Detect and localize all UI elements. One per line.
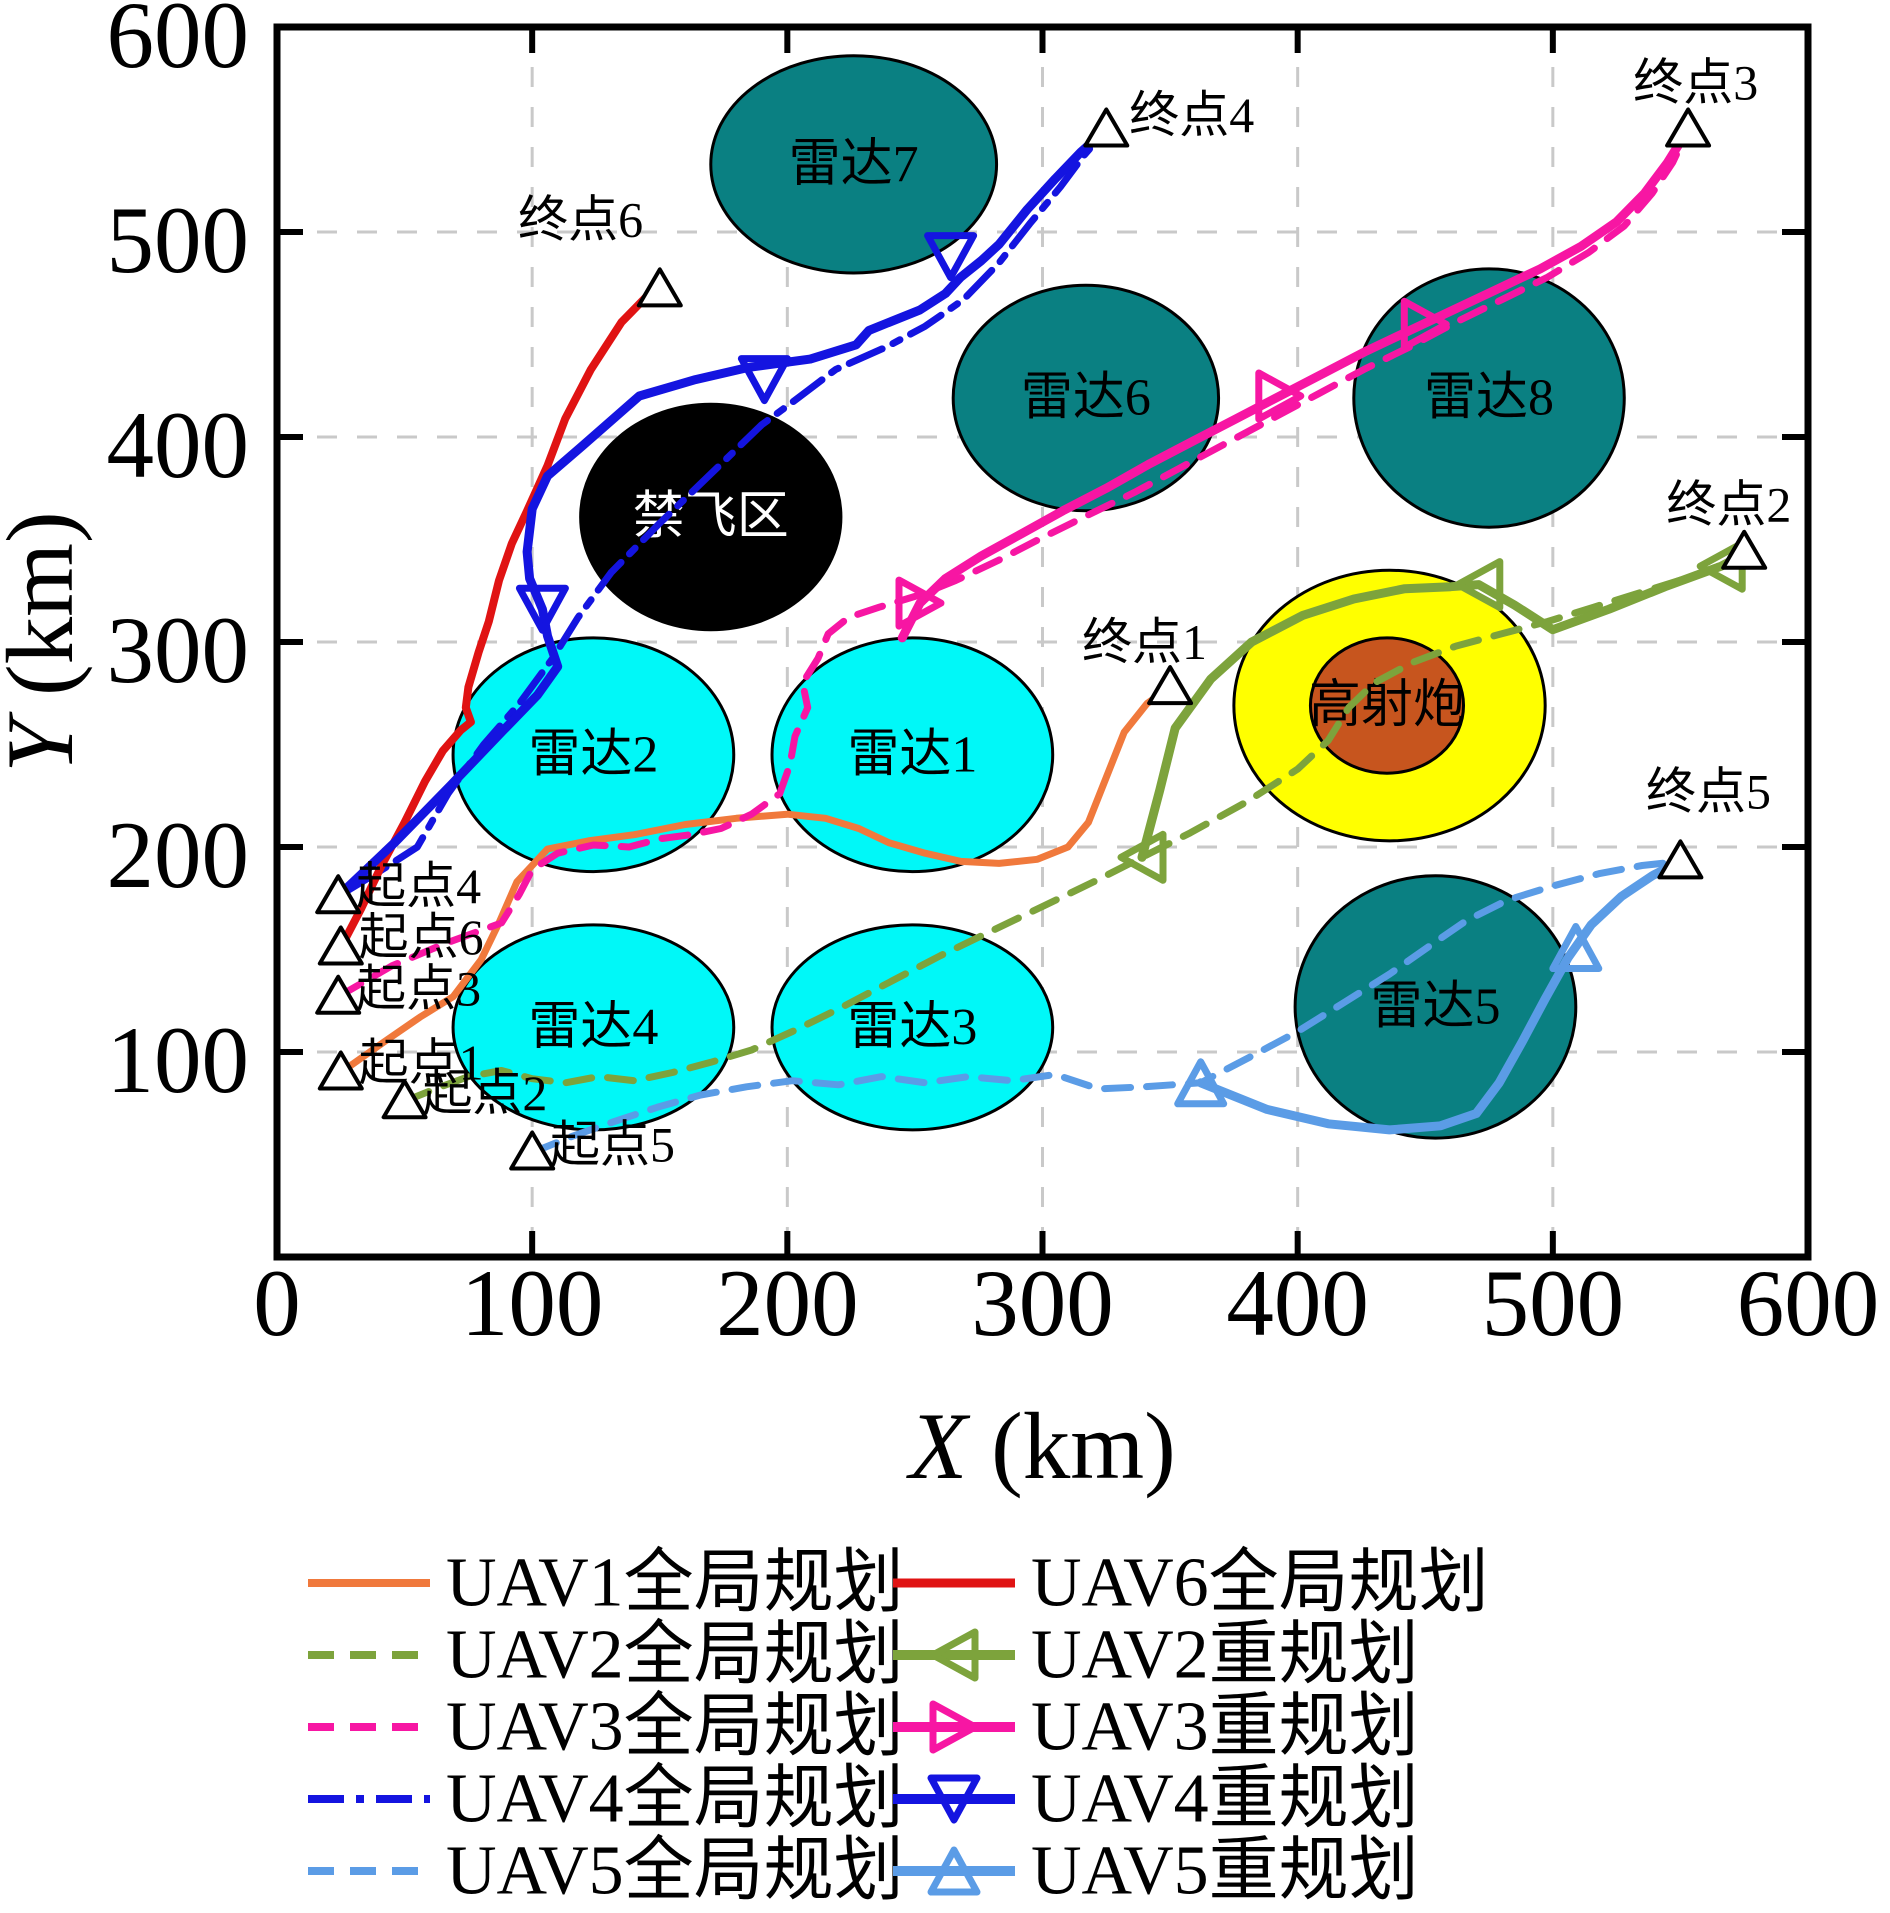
y-tick-label: 600 — [107, 0, 250, 88]
end5-marker — [1657, 839, 1704, 880]
uav4r-marker — [924, 232, 978, 282]
radar2-label: 雷达2 — [528, 726, 658, 783]
uav4r-marker — [515, 584, 569, 634]
end5-label: 终点5 — [1646, 764, 1771, 820]
end2-label: 终点2 — [1666, 477, 1791, 533]
start6-marker — [317, 925, 364, 966]
uav5r-marker — [1549, 923, 1603, 972]
uav4r-path — [333, 125, 1111, 901]
x-tick-label: 300 — [971, 1250, 1114, 1356]
start5-label: 起点5 — [550, 1116, 675, 1172]
end2-marker — [1721, 529, 1768, 570]
legend-label-uav3g: UAV3全局规划 — [446, 1689, 904, 1766]
aaa-core-zone — [1308, 636, 1466, 775]
y-tick-label: 200 — [107, 802, 250, 908]
uav2r-marker — [1454, 558, 1504, 612]
legend-label-uav4g: UAV4全局规划 — [446, 1761, 904, 1838]
y-tick-label: 100 — [107, 1007, 250, 1113]
legend-label-uav5r: UAV5重规划 — [1031, 1833, 1419, 1910]
uav3r-path — [897, 125, 1693, 643]
start3-label: 起点3 — [356, 960, 481, 1016]
uav3r-marker — [1255, 369, 1305, 423]
legend-marker-uav2r — [929, 1628, 979, 1682]
uav4r-marker — [737, 355, 791, 405]
start4-marker — [315, 874, 362, 915]
x-tick-label: 200 — [716, 1250, 859, 1356]
legend-label-uav2g: UAV2全局规划 — [446, 1617, 904, 1694]
legend-label-uav1g: UAV1全局规划 — [446, 1545, 904, 1622]
x-tick-label: 100 — [461, 1250, 604, 1356]
x-tick-label: 0 — [253, 1250, 301, 1356]
uav6-path — [336, 289, 654, 952]
radar6-zone — [951, 283, 1221, 513]
radar8-zone — [1352, 267, 1626, 529]
radar4-label: 雷达4 — [528, 999, 658, 1056]
legend: UAV1全局规划UAV2全局规划UAV3全局规划UAV4全局规划UAV5全局规划… — [308, 1545, 1489, 1910]
uav5r-marker — [1174, 1058, 1228, 1108]
start1-marker — [317, 1050, 364, 1091]
x-tick-label: 400 — [1226, 1250, 1369, 1356]
radar3-label: 雷达3 — [847, 999, 977, 1056]
start4-label: 起点4 — [356, 858, 481, 914]
uav3g-path — [334, 126, 1692, 1001]
radar1-zone — [770, 636, 1055, 874]
axes: 0 100 200 300 400 500 600 100 200 300 400 500 600 X (… — [0, 0, 1879, 1499]
radar7-label: 雷达7 — [789, 136, 919, 193]
uav3r-marker — [895, 576, 945, 630]
nofly-label: 禁飞区 — [633, 488, 789, 545]
legend-label-uav5g: UAV5全局规划 — [446, 1833, 904, 1910]
end3-marker — [1665, 107, 1712, 148]
start5-marker — [509, 1130, 556, 1171]
radar1-label: 雷达1 — [847, 726, 977, 783]
end3-label: 终点3 — [1633, 54, 1758, 110]
uav5r-path — [1196, 856, 1685, 1135]
end4-label: 终点4 — [1129, 87, 1254, 143]
legend-marker-uav4r — [927, 1774, 981, 1824]
y-tick-label: 500 — [107, 187, 250, 293]
legend-label-uav2r: UAV2重规划 — [1031, 1617, 1419, 1694]
y-tick-label: 300 — [107, 597, 250, 703]
legend-label-uav3r: UAV3重规划 — [1031, 1689, 1419, 1766]
end6-label: 终点6 — [518, 192, 643, 248]
radar6-label: 雷达6 — [1021, 370, 1151, 427]
end1-label: 终点1 — [1082, 614, 1207, 670]
start2-label: 起点2 — [422, 1065, 547, 1121]
start2-marker — [381, 1079, 428, 1120]
uav1g-path — [337, 683, 1174, 1076]
radar8-label: 雷达8 — [1424, 370, 1554, 427]
legend-marker-uav5r — [927, 1846, 981, 1896]
y-tick-label: 400 — [107, 392, 250, 498]
uav2g-path — [401, 550, 1748, 1105]
end4-marker — [1083, 107, 1130, 148]
x-tick-label: 500 — [1482, 1250, 1625, 1356]
aaa-core-label: 高射炮 — [1309, 677, 1465, 734]
end6-marker — [636, 267, 683, 308]
x-axis-title: X (km) — [905, 1393, 1175, 1499]
end1-marker — [1147, 665, 1194, 706]
uav5g-path — [528, 857, 1684, 1156]
radar5-label: 雷达5 — [1370, 978, 1500, 1035]
start1-label: 起点1 — [359, 1034, 484, 1090]
start6-label: 起点6 — [359, 909, 484, 965]
radar7-zone — [709, 54, 999, 275]
nofly-zone — [579, 402, 843, 632]
uav2r-marker — [1117, 830, 1167, 884]
y-axis-title: Y (km) — [0, 511, 93, 772]
start3-marker — [315, 974, 362, 1015]
x-tick-label: 600 — [1737, 1250, 1880, 1356]
uav3r-marker — [1400, 297, 1450, 351]
legend-label-uav4r: UAV4重规划 — [1031, 1761, 1419, 1838]
legend-label-uav6: UAV6全局规划 — [1031, 1545, 1489, 1622]
legend-marker-uav3r — [929, 1700, 979, 1754]
